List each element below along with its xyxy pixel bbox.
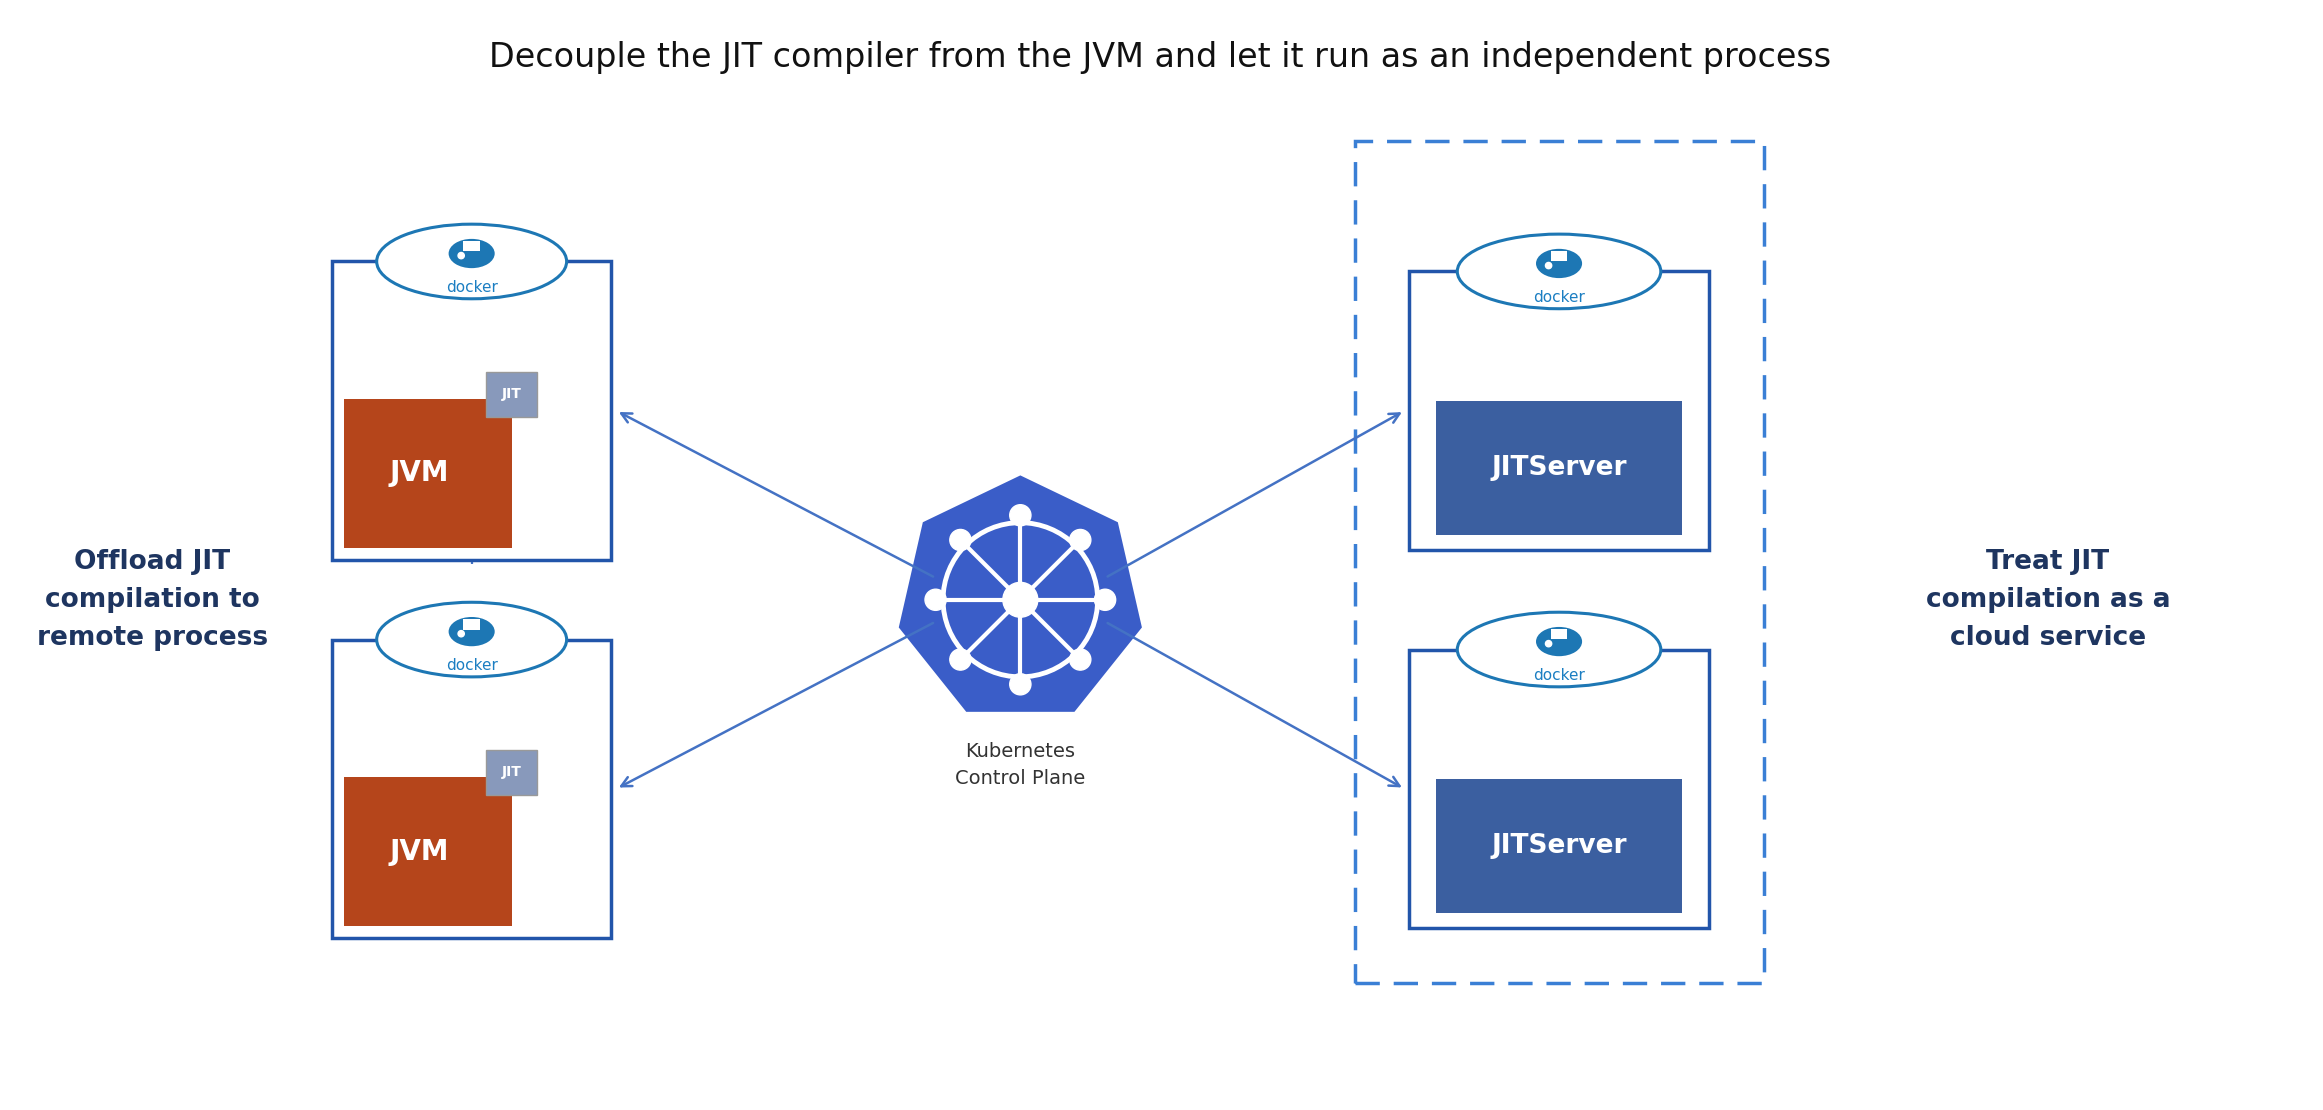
Text: JIT: JIT: [502, 387, 520, 402]
Ellipse shape: [1536, 249, 1582, 279]
FancyBboxPatch shape: [474, 241, 481, 252]
FancyBboxPatch shape: [1410, 272, 1710, 551]
Circle shape: [1094, 589, 1115, 611]
FancyBboxPatch shape: [462, 241, 469, 252]
Text: Offload JIT
compilation to
remote process: Offload JIT compilation to remote proces…: [37, 548, 267, 650]
Ellipse shape: [376, 603, 567, 677]
Circle shape: [1004, 583, 1038, 617]
FancyBboxPatch shape: [486, 372, 537, 416]
Circle shape: [950, 649, 971, 670]
Polygon shape: [899, 475, 1143, 712]
Text: docker: docker: [446, 658, 497, 673]
Text: JVM: JVM: [390, 460, 448, 487]
Circle shape: [925, 589, 945, 611]
Circle shape: [950, 529, 971, 551]
FancyBboxPatch shape: [332, 262, 611, 559]
Text: JIT: JIT: [502, 766, 520, 779]
Text: docker: docker: [1533, 290, 1584, 305]
FancyBboxPatch shape: [486, 750, 537, 795]
FancyBboxPatch shape: [1410, 649, 1710, 928]
Circle shape: [458, 252, 465, 259]
FancyBboxPatch shape: [344, 777, 511, 926]
FancyBboxPatch shape: [1561, 629, 1568, 639]
Circle shape: [1011, 674, 1031, 695]
Text: Treat JIT
compilation as a
cloud service: Treat JIT compilation as a cloud service: [1926, 548, 2170, 650]
Text: JITServer: JITServer: [1491, 455, 1626, 482]
Circle shape: [1069, 649, 1092, 670]
Text: Decouple the JIT compiler from the JVM and let it run as an independent process: Decouple the JIT compiler from the JVM a…: [488, 41, 1831, 74]
FancyBboxPatch shape: [469, 619, 474, 629]
Ellipse shape: [376, 224, 567, 299]
FancyBboxPatch shape: [1561, 251, 1568, 261]
Text: docker: docker: [1533, 668, 1584, 683]
Circle shape: [1545, 262, 1552, 269]
Circle shape: [1011, 505, 1031, 526]
Text: docker: docker: [446, 280, 497, 295]
FancyBboxPatch shape: [1556, 251, 1561, 261]
FancyBboxPatch shape: [332, 639, 611, 938]
FancyBboxPatch shape: [1556, 629, 1561, 639]
Ellipse shape: [1457, 234, 1661, 309]
Text: JVM: JVM: [390, 838, 448, 866]
Ellipse shape: [448, 239, 495, 269]
FancyBboxPatch shape: [462, 619, 469, 629]
Ellipse shape: [448, 617, 495, 646]
FancyBboxPatch shape: [469, 241, 474, 252]
FancyBboxPatch shape: [344, 398, 511, 548]
FancyBboxPatch shape: [1436, 779, 1682, 914]
FancyBboxPatch shape: [1436, 402, 1682, 535]
FancyBboxPatch shape: [1552, 629, 1556, 639]
Text: Kubernetes
Control Plane: Kubernetes Control Plane: [955, 743, 1085, 788]
FancyBboxPatch shape: [1552, 251, 1556, 261]
FancyBboxPatch shape: [474, 619, 481, 629]
Circle shape: [458, 630, 465, 637]
Ellipse shape: [1536, 627, 1582, 656]
Ellipse shape: [1457, 613, 1661, 687]
Circle shape: [1069, 529, 1092, 551]
Circle shape: [1545, 640, 1552, 647]
Text: JITServer: JITServer: [1491, 834, 1626, 859]
